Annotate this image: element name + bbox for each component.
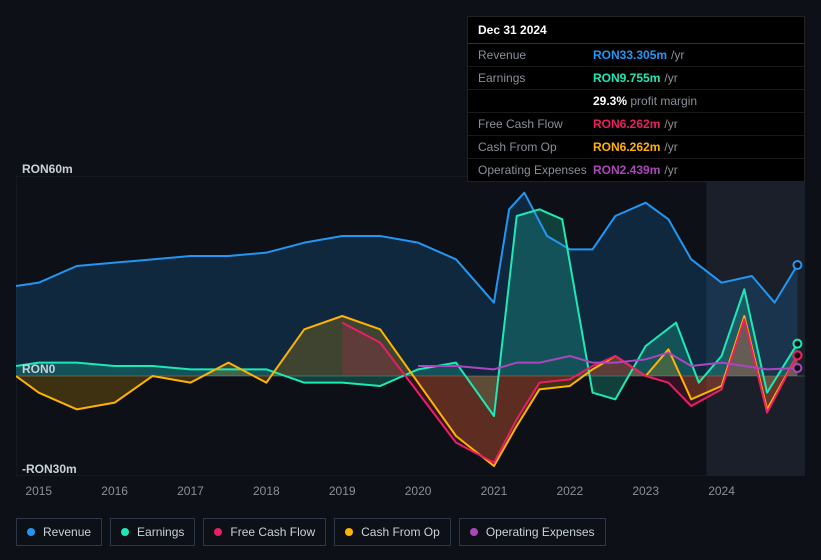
tooltip-row-label: Cash From Op <box>478 140 593 154</box>
tooltip-row-label: Operating Expenses <box>478 163 593 177</box>
x-axis-tick: 2015 <box>25 484 52 498</box>
legend-item-cash-from-op[interactable]: Cash From Op <box>334 518 451 546</box>
legend-item-operating-expenses[interactable]: Operating Expenses <box>459 518 606 546</box>
tooltip-row-unit: /yr <box>664 163 677 177</box>
y-axis-label: RON0 <box>22 362 55 376</box>
legend-item-revenue[interactable]: Revenue <box>16 518 102 546</box>
x-axis-tick: 2016 <box>101 484 128 498</box>
financial-chart: RON60m RON0 -RON30m <box>16 160 805 480</box>
tooltip-date: Dec 31 2024 <box>468 17 804 44</box>
chart-svg <box>16 176 805 476</box>
legend-label: Cash From Op <box>361 525 440 539</box>
tooltip-row-value: RON6.262m <box>593 117 660 131</box>
tooltip-row-value: RON33.305m <box>593 48 667 62</box>
legend-label: Free Cash Flow <box>230 525 315 539</box>
legend-item-free-cash-flow[interactable]: Free Cash Flow <box>203 518 326 546</box>
tooltip-row: Free Cash FlowRON6.262m/yr <box>468 113 804 136</box>
tooltip-row-unit: /yr <box>664 140 677 154</box>
x-axis-tick: 2022 <box>556 484 583 498</box>
legend-item-earnings[interactable]: Earnings <box>110 518 195 546</box>
legend-dot-icon <box>345 528 353 536</box>
tooltip-row-value: RON6.262m <box>593 140 660 154</box>
x-axis-tick: 2023 <box>632 484 659 498</box>
tooltip-row-unit: /yr <box>664 71 677 85</box>
tooltip-row-label <box>478 94 593 108</box>
x-axis-tick: 2021 <box>481 484 508 498</box>
data-tooltip: Dec 31 2024 RevenueRON33.305m/yrEarnings… <box>467 16 805 182</box>
legend-dot-icon <box>470 528 478 536</box>
tooltip-row-unit: /yr <box>671 48 684 62</box>
x-axis-tick: 2018 <box>253 484 280 498</box>
x-axis-tick: 2024 <box>708 484 735 498</box>
legend-dot-icon <box>121 528 129 536</box>
legend-label: Earnings <box>137 525 184 539</box>
tooltip-row-unit: /yr <box>664 117 677 131</box>
legend-label: Operating Expenses <box>486 525 595 539</box>
tooltip-row-label: Free Cash Flow <box>478 117 593 131</box>
chart-legend: Revenue Earnings Free Cash Flow Cash From O… <box>16 518 606 546</box>
tooltip-row: EarningsRON9.755m/yr <box>468 67 804 90</box>
y-axis-label: RON60m <box>22 162 73 176</box>
tooltip-row-label: Revenue <box>478 48 593 62</box>
y-axis-label: -RON30m <box>22 462 77 476</box>
tooltip-row-unit: profit margin <box>627 94 697 108</box>
legend-label: Revenue <box>43 525 91 539</box>
tooltip-row-value: 29.3% <box>593 94 627 108</box>
tooltip-row: Operating ExpensesRON2.439m/yr <box>468 159 804 181</box>
tooltip-row-label: Earnings <box>478 71 593 85</box>
x-axis-tick: 2017 <box>177 484 204 498</box>
legend-dot-icon <box>214 528 222 536</box>
x-axis-tick: 2020 <box>405 484 432 498</box>
tooltip-row-value: RON2.439m <box>593 163 660 177</box>
tooltip-row: Cash From OpRON6.262m/yr <box>468 136 804 159</box>
tooltip-row: RevenueRON33.305m/yr <box>468 44 804 67</box>
legend-dot-icon <box>27 528 35 536</box>
tooltip-row: 29.3% profit margin <box>468 90 804 113</box>
tooltip-row-value: RON9.755m <box>593 71 660 85</box>
x-axis-tick: 2019 <box>329 484 356 498</box>
